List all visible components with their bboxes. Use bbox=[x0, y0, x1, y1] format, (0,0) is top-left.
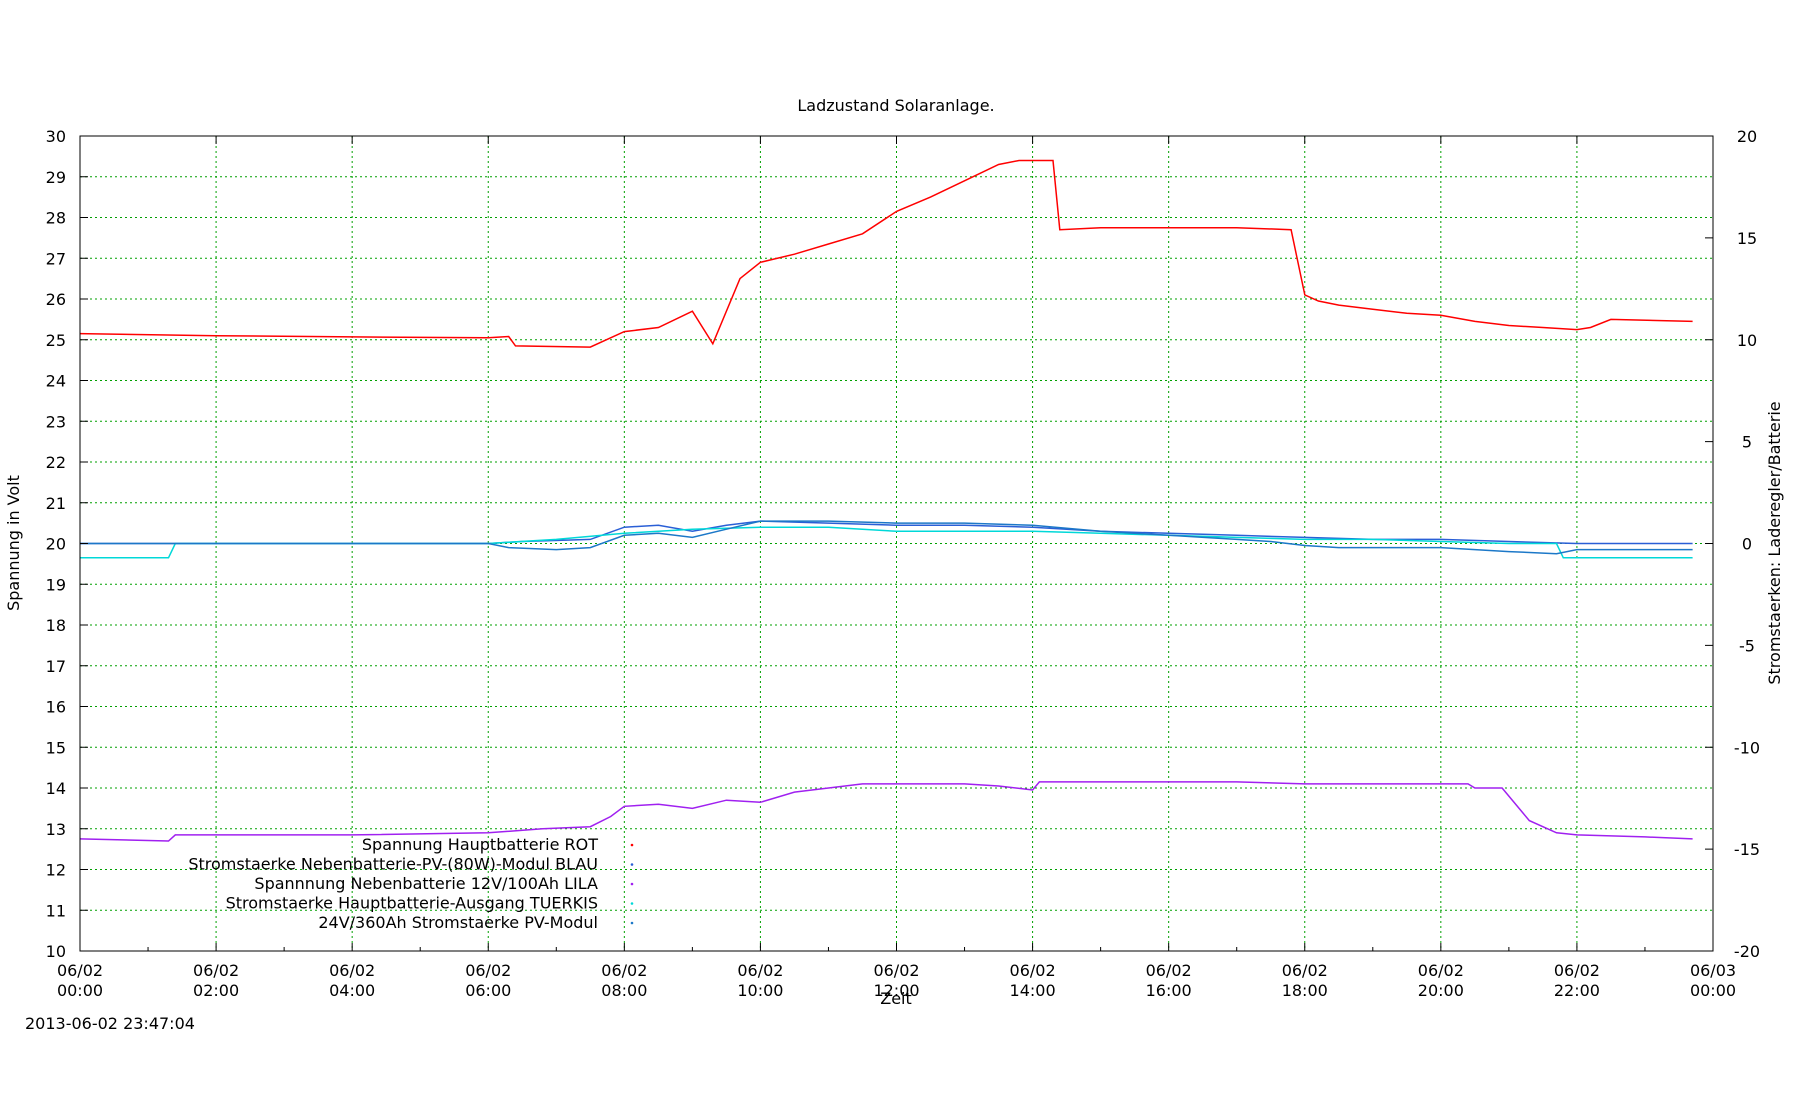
grid bbox=[80, 136, 1713, 951]
x-tick-label-date: 06/02 bbox=[1418, 961, 1464, 980]
y-right-tick-label: 5 bbox=[1742, 433, 1752, 452]
y-left-tick-label: 12 bbox=[46, 861, 66, 880]
y-left-tick-label: 29 bbox=[46, 168, 66, 187]
series-line-4 bbox=[80, 520, 1693, 555]
y-axis-label-right: Stromstaerken: Laderegler/Batterie bbox=[1765, 401, 1784, 684]
legend-label: Spannnung Nebenbatterie 12V/100Ah LILA bbox=[254, 874, 598, 893]
legend-label: Stromstaerke Hauptbatterie-Ausgang TUERK… bbox=[226, 894, 598, 913]
legend-label: Spannung Hauptbatterie ROT bbox=[362, 835, 598, 854]
legend-label: Stromstaerke Nebenbatterie-PV-(80W)-Modu… bbox=[188, 855, 598, 874]
x-tick-label-date: 06/02 bbox=[57, 961, 103, 980]
y-left-tick-label: 18 bbox=[46, 616, 66, 635]
x-tick-label-date: 06/02 bbox=[873, 961, 919, 980]
y-right-tick-label: -10 bbox=[1734, 738, 1760, 757]
y-right-tick-label: -15 bbox=[1734, 840, 1760, 859]
y-right-tick-label: 10 bbox=[1737, 331, 1757, 350]
y-left-tick-label: 19 bbox=[46, 575, 66, 594]
x-tick-label-time: 02:00 bbox=[193, 981, 239, 1000]
y-left-tick-label: 16 bbox=[46, 698, 66, 717]
series-line-1 bbox=[80, 520, 1693, 545]
axis-ticks: 10 11 12 13 14 15 16 17 18 19 20 21 22 23 24 25 26 27 28 29… bbox=[46, 127, 1760, 1000]
legend-marker bbox=[630, 921, 634, 925]
y-left-tick-label: 14 bbox=[46, 779, 66, 798]
legend-label: 24V/360Ah Stromstaerke PV-Modul bbox=[318, 913, 598, 932]
series-line-2 bbox=[79, 781, 1693, 842]
y-left-tick-label: 21 bbox=[46, 494, 66, 513]
legend-marker bbox=[630, 863, 634, 866]
y-left-tick-label: 25 bbox=[46, 331, 66, 350]
x-tick-label-time: 04:00 bbox=[329, 981, 375, 1000]
y-right-tick-label: 15 bbox=[1737, 229, 1757, 248]
y-left-tick-label: 11 bbox=[46, 901, 66, 920]
x-tick-label-time: 18:00 bbox=[1282, 981, 1328, 1000]
y-axis-label-left: Spannung in Volt bbox=[4, 475, 23, 611]
y-left-tick-label: 24 bbox=[46, 372, 66, 391]
x-tick-label-date: 06/02 bbox=[465, 961, 511, 980]
x-tick-label-date: 06/02 bbox=[737, 961, 783, 980]
legend-marker bbox=[630, 882, 634, 886]
x-tick-label-date: 06/02 bbox=[1282, 961, 1328, 980]
x-tick-label-time: 22:00 bbox=[1554, 981, 1600, 1000]
x-axis-label: Zeit bbox=[880, 989, 912, 1008]
y-left-tick-label: 26 bbox=[46, 290, 66, 309]
y-right-tick-label: -20 bbox=[1734, 942, 1760, 961]
x-tick-label-date: 06/02 bbox=[1010, 961, 1056, 980]
y-right-tick-label: -5 bbox=[1739, 636, 1755, 655]
x-tick-label-time: 00:00 bbox=[1690, 981, 1736, 1000]
x-tick-label-date: 06/02 bbox=[601, 961, 647, 980]
x-tick-label-time: 00:00 bbox=[57, 981, 103, 1000]
x-tick-label-date: 06/02 bbox=[193, 961, 239, 980]
y-left-tick-label: 17 bbox=[46, 657, 66, 676]
x-tick-label-time: 10:00 bbox=[737, 981, 783, 1000]
y-left-tick-label: 22 bbox=[46, 453, 66, 472]
y-right-tick-label: 0 bbox=[1742, 535, 1752, 554]
series-line-3 bbox=[80, 526, 1693, 559]
y-left-tick-label: 27 bbox=[46, 249, 66, 268]
y-left-tick-label: 20 bbox=[46, 535, 66, 554]
y-left-tick-label: 13 bbox=[46, 820, 66, 839]
legend-marker bbox=[630, 843, 634, 847]
x-tick-label-time: 14:00 bbox=[1010, 981, 1056, 1000]
legend-marker bbox=[630, 902, 634, 905]
chart-title: Ladzustand Solaranlage. bbox=[797, 96, 994, 115]
x-tick-label-date: 06/03 bbox=[1690, 961, 1736, 980]
y-left-tick-label: 15 bbox=[46, 738, 66, 757]
x-tick-label-time: 12:00 bbox=[873, 981, 919, 1000]
y-left-tick-label: 10 bbox=[46, 942, 66, 961]
y-left-tick-label: 28 bbox=[46, 209, 66, 228]
series-layer bbox=[79, 159, 1693, 842]
x-tick-label-time: 16:00 bbox=[1146, 981, 1192, 1000]
y-left-tick-label: 30 bbox=[46, 127, 66, 146]
x-tick-label-date: 06/02 bbox=[1554, 961, 1600, 980]
timestamp: 2013-06-02 23:47:04 bbox=[25, 1014, 195, 1033]
x-tick-label-date: 06/02 bbox=[1146, 961, 1192, 980]
x-tick-label-time: 08:00 bbox=[601, 981, 647, 1000]
y-right-tick-label: 20 bbox=[1737, 127, 1757, 146]
y-left-tick-label: 23 bbox=[46, 412, 66, 431]
x-tick-label-date: 06/02 bbox=[329, 961, 375, 980]
x-tick-label-time: 20:00 bbox=[1418, 981, 1464, 1000]
x-tick-label-time: 06:00 bbox=[465, 981, 511, 1000]
series-line-0 bbox=[79, 159, 1693, 348]
